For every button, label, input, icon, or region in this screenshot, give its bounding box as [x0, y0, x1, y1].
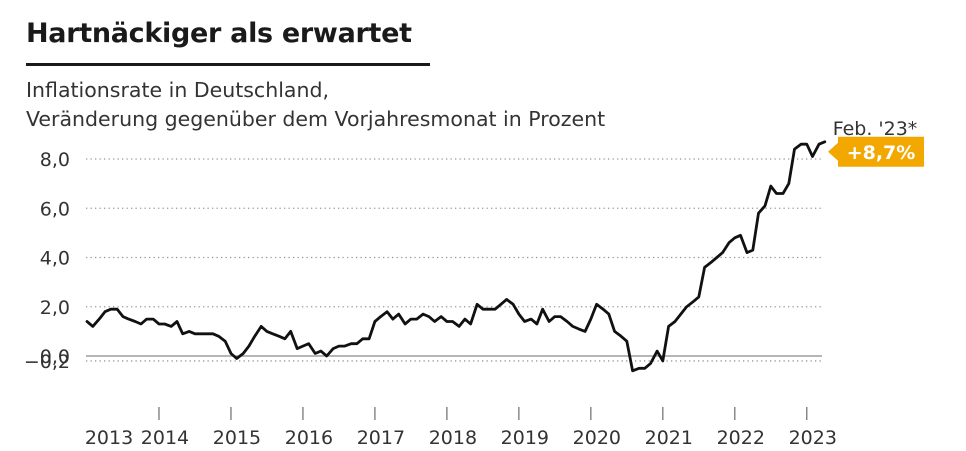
- y-tick-label: 6,0: [40, 198, 70, 220]
- x-tick-label: 2019: [501, 427, 549, 449]
- series-layer: [85, 140, 827, 373]
- y-tick-label: 0,0: [40, 346, 70, 368]
- subtitle-line-1: Inflationsrate in Deutschland,: [26, 78, 329, 102]
- subtitle-line-2: Veränderung gegenüber dem Vorjahresmonat…: [26, 107, 606, 131]
- x-tick-label: 2016: [285, 427, 333, 449]
- y-axis-tick-labels: −0,20,0 2,0 4,0 6,0 8,0: [24, 149, 70, 373]
- title-underline: [26, 63, 430, 66]
- x-axis: 2013 2014 2015 2016 2017 2018 2019 2020 2021 2022…: [85, 407, 837, 449]
- x-tick-label: 2021: [645, 427, 693, 449]
- y-tick-label: −0,2: [24, 351, 70, 373]
- y-tick-label: 4,0: [40, 248, 70, 270]
- x-tick-label: 2014: [141, 427, 189, 449]
- inflation-series-line: [85, 140, 827, 373]
- annotation-value-badge: [828, 136, 924, 167]
- x-tick-label: 2022: [717, 427, 765, 449]
- y-tick-label: 2,0: [40, 297, 70, 319]
- chart-subtitle: Inflationsrate in Deutschland, Veränderu…: [26, 76, 605, 134]
- x-tick-label: 2017: [357, 427, 405, 449]
- x-tick-label: 2015: [213, 427, 261, 449]
- x-tick-label: 2020: [573, 427, 621, 449]
- x-tick-label: 2013: [85, 427, 133, 449]
- x-tick-label: 2023: [789, 427, 837, 449]
- latest-value-annotation: Feb. '23*+8,7%: [828, 118, 924, 167]
- gridlines: [86, 158, 822, 362]
- annotation-value-label: +8,7%: [847, 142, 916, 164]
- chart-title: Hartnäckiger als erwartet: [26, 18, 412, 49]
- annotation-date-label: Feb. '23*: [833, 118, 918, 140]
- y-tick-label: 8,0: [40, 149, 70, 171]
- x-tick-label: 2018: [429, 427, 477, 449]
